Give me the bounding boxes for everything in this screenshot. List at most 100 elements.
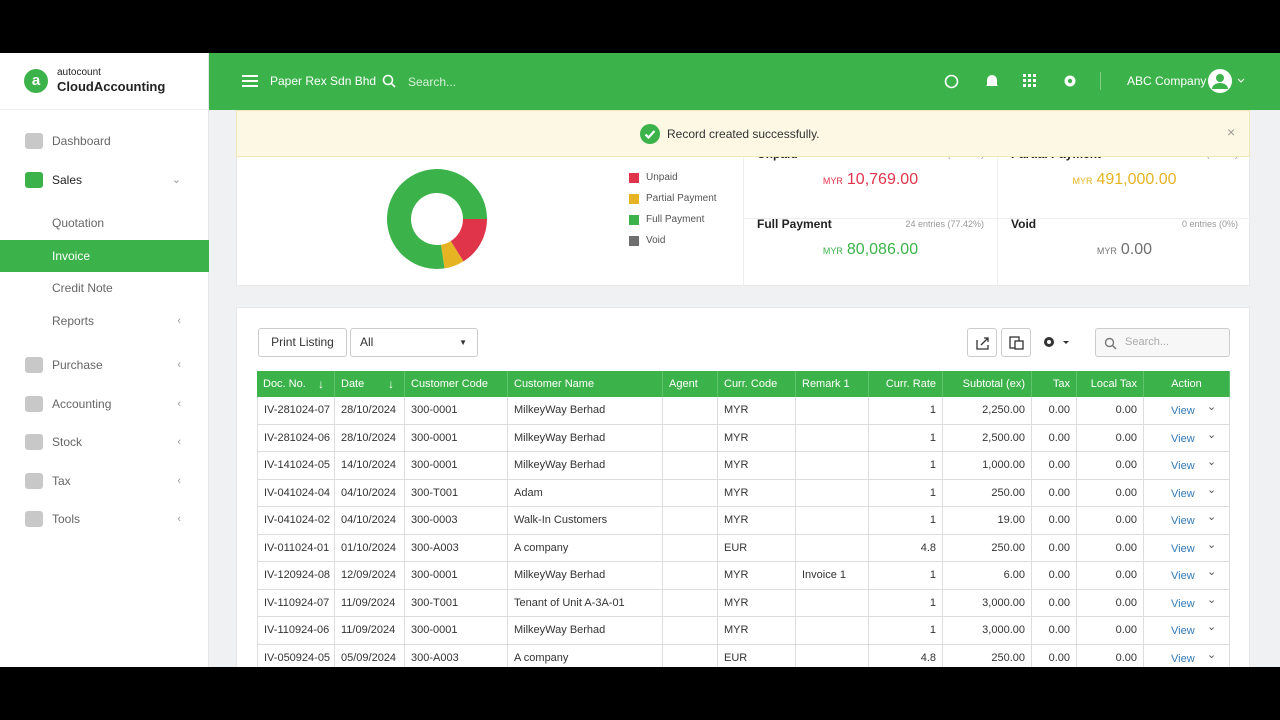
row-dropdown[interactable]: ⌄ — [1207, 566, 1217, 578]
menu-label: Stock — [52, 435, 83, 449]
view-link[interactable]: View — [1171, 625, 1195, 637]
view-link[interactable]: View — [1171, 652, 1195, 665]
table-cell: 250.00 — [943, 479, 1032, 507]
view-link[interactable]: View — [1171, 515, 1195, 527]
card-currency: MYR — [1096, 246, 1117, 256]
help-icon[interactable] — [944, 74, 959, 89]
row-dropdown[interactable]: ⌄ — [1207, 428, 1217, 441]
cell-text: 2,500.00 — [982, 431, 1025, 444]
cell-text: 11/09/2024 — [341, 596, 396, 609]
card-entries: 24 entries (77.42%) — [905, 219, 984, 229]
menu-label: Tax — [52, 474, 71, 488]
header-label: Action — [1171, 378, 1202, 390]
column-header[interactable]: Customer Name — [508, 371, 663, 397]
table-cell: 11/09/2024 — [335, 589, 405, 617]
table-search[interactable]: Search... — [1095, 328, 1230, 357]
company-name[interactable]: ABC Company — [1127, 74, 1207, 88]
header-label: Remark 1 — [802, 378, 850, 390]
table-cell: 0.00 — [1077, 452, 1144, 480]
table-cell — [796, 397, 869, 425]
table-cell: MilkeyWay Berhad — [508, 424, 663, 452]
settings-dropdown[interactable] — [1042, 335, 1074, 349]
menu-item[interactable]: Sales ⌄ — [0, 164, 209, 196]
submenu-item[interactable]: Quotation — [0, 207, 209, 239]
table-cell: 0.00 — [1032, 644, 1077, 667]
submenu-item-active[interactable]: Invoice — [0, 240, 209, 272]
table-cell: 0.00 — [1077, 534, 1144, 562]
menu-item[interactable]: Accounting ‹ — [0, 388, 209, 420]
menu-item[interactable]: Dashboard — [0, 125, 209, 157]
view-link[interactable]: View — [1171, 405, 1195, 417]
table-cell: 300-0001 — [405, 424, 508, 452]
table-cell: 04/10/2024 — [335, 479, 405, 507]
header-label: Subtotal (ex) — [962, 378, 1025, 390]
table-cell: MYR — [718, 479, 796, 507]
column-header[interactable]: Tax — [1032, 371, 1077, 397]
column-header[interactable]: Subtotal (ex) — [943, 371, 1032, 397]
row-dropdown[interactable]: ⌄ — [1207, 621, 1217, 633]
column-header[interactable]: Customer Code — [405, 371, 508, 397]
cell-text: 11/09/2024 — [341, 624, 396, 636]
row-dropdown[interactable]: ⌄ — [1207, 648, 1217, 661]
search-input[interactable]: Search... — [408, 75, 457, 89]
view-link[interactable]: View — [1171, 460, 1195, 472]
submenu-item[interactable]: Credit Note — [0, 272, 209, 304]
cell-text: MYR — [724, 596, 749, 609]
legend-label: Full Payment — [646, 214, 705, 225]
apps-icon[interactable] — [1023, 74, 1036, 87]
row-dropdown[interactable]: ⌄ — [1207, 483, 1217, 496]
column-header[interactable]: Local Tax — [1077, 371, 1144, 397]
company-file[interactable]: Paper Rex Sdn Bhd — [270, 74, 377, 88]
columns-button[interactable] — [1001, 328, 1031, 357]
print-listing-button[interactable]: Print Listing — [258, 328, 347, 357]
view-link[interactable]: View — [1171, 542, 1195, 555]
table-cell — [663, 562, 718, 590]
card-title: Void — [1011, 217, 1037, 231]
cell-text: 1 — [929, 624, 936, 636]
search-icon — [382, 74, 396, 88]
view-link[interactable]: View — [1171, 597, 1195, 610]
table-cell — [663, 452, 718, 480]
settings-icon[interactable] — [1062, 73, 1078, 89]
view-link[interactable]: View — [1171, 487, 1195, 500]
row-dropdown[interactable]: ⌄ — [1207, 511, 1217, 523]
table-cell — [663, 424, 718, 452]
toast-close[interactable]: × — [1227, 124, 1236, 140]
column-header[interactable]: Curr. Rate — [869, 371, 943, 397]
column-header[interactable]: Date ↓ — [335, 371, 405, 397]
notification-icon[interactable] — [985, 73, 999, 89]
row-dropdown[interactable]: ⌄ — [1207, 401, 1217, 413]
column-header[interactable]: Curr. Code — [718, 371, 796, 397]
table-cell: 0.00 — [1077, 617, 1144, 645]
row-dropdown[interactable]: ⌄ — [1207, 456, 1217, 468]
cell-text: 0.00 — [1115, 541, 1137, 554]
submenu-item[interactable]: Reports ‹ — [52, 314, 181, 328]
menu-item[interactable]: Tax ‹ — [0, 465, 209, 497]
logo: a — [24, 69, 48, 93]
donut-slice — [387, 169, 487, 269]
menu-item[interactable]: Purchase ‹ — [0, 349, 209, 381]
cell-text: 05/09/2024 — [341, 651, 397, 664]
table-cell — [796, 589, 869, 617]
menu-item[interactable]: Stock ‹ — [0, 426, 209, 458]
export-button[interactable] — [967, 328, 997, 357]
filter-select[interactable]: All ▼ — [350, 328, 478, 357]
view-link[interactable]: View — [1171, 570, 1195, 582]
menu-toggle[interactable] — [242, 74, 258, 88]
cell-text: MYR — [724, 514, 749, 526]
cell-text: 1 — [929, 431, 936, 444]
table-cell — [796, 452, 869, 480]
column-header[interactable]: Agent — [663, 371, 718, 397]
cell-text: MilkeyWay Berhad — [514, 569, 606, 581]
user-avatar[interactable] — [1207, 68, 1247, 94]
row-dropdown[interactable]: ⌄ — [1207, 593, 1217, 606]
column-header[interactable]: Remark 1 — [796, 371, 869, 397]
menu-item[interactable]: Tools ‹ — [0, 503, 209, 535]
view-link[interactable]: View — [1171, 432, 1195, 445]
column-header[interactable]: Doc. No. ↓ — [257, 371, 335, 397]
table-cell: 300-T001 — [405, 589, 508, 617]
table-cell: A company — [508, 644, 663, 667]
row-dropdown[interactable]: ⌄ — [1207, 538, 1217, 551]
column-header[interactable]: Action — [1144, 371, 1230, 397]
